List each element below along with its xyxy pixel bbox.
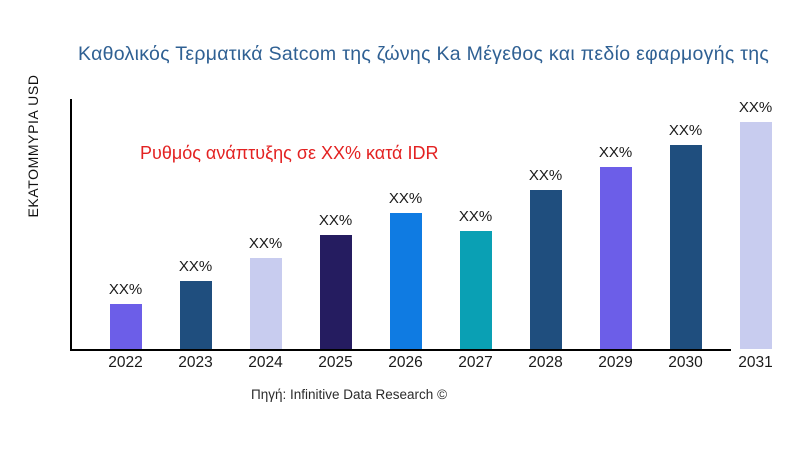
bar-2029 bbox=[599, 167, 632, 349]
source-credit: Πηγή: Infinitive Data Research © bbox=[250, 387, 448, 402]
bar-value-label-2028: XX% bbox=[528, 167, 563, 184]
y-axis-label: ΕΚΑΤΟΜΜΥΡΙΑ USD bbox=[25, 74, 41, 218]
bar-value-label-2022: XX% bbox=[108, 281, 143, 298]
bar-value-label-2027: XX% bbox=[458, 208, 493, 225]
y-axis-line bbox=[70, 99, 72, 351]
bar-2031 bbox=[739, 122, 772, 349]
growth-annotation: Ρυθμός ανάπτυξης σε XX% κατά IDR bbox=[140, 143, 439, 163]
x-axis-line bbox=[70, 349, 731, 351]
bar-value-label-2023: XX% bbox=[178, 258, 213, 275]
x-tick-label-2028: 2028 bbox=[528, 354, 563, 371]
bar-value-label-2024: XX% bbox=[248, 235, 283, 252]
bar-value-label-2030: XX% bbox=[668, 122, 703, 139]
bar-value-label-2029: XX% bbox=[598, 144, 633, 161]
bar-2023 bbox=[179, 281, 212, 349]
bar-2024 bbox=[249, 258, 282, 349]
bar-2026 bbox=[389, 213, 422, 349]
bar-2022 bbox=[109, 304, 142, 349]
bar-2028 bbox=[529, 190, 562, 349]
bar-2025 bbox=[319, 235, 352, 349]
x-tick-label-2024: 2024 bbox=[248, 354, 283, 371]
x-tick-label-2027: 2027 bbox=[458, 354, 493, 371]
x-tick-label-2029: 2029 bbox=[598, 354, 633, 371]
bar-2027 bbox=[459, 231, 492, 349]
chart-title: Καθολικός Τερματικά Satcom της ζώνης Ka … bbox=[78, 43, 770, 65]
x-tick-label-2023: 2023 bbox=[178, 354, 213, 371]
x-tick-label-2022: 2022 bbox=[108, 354, 143, 371]
x-tick-label-2026: 2026 bbox=[388, 354, 423, 371]
x-tick-label-2025: 2025 bbox=[318, 354, 353, 371]
bar-value-label-2031: XX% bbox=[738, 99, 773, 116]
x-tick-label-2031: 2031 bbox=[738, 354, 773, 371]
bar-2030 bbox=[669, 145, 702, 349]
bar-value-label-2026: XX% bbox=[388, 190, 423, 207]
x-tick-label-2030: 2030 bbox=[668, 354, 703, 371]
bar-value-label-2025: XX% bbox=[318, 212, 353, 229]
